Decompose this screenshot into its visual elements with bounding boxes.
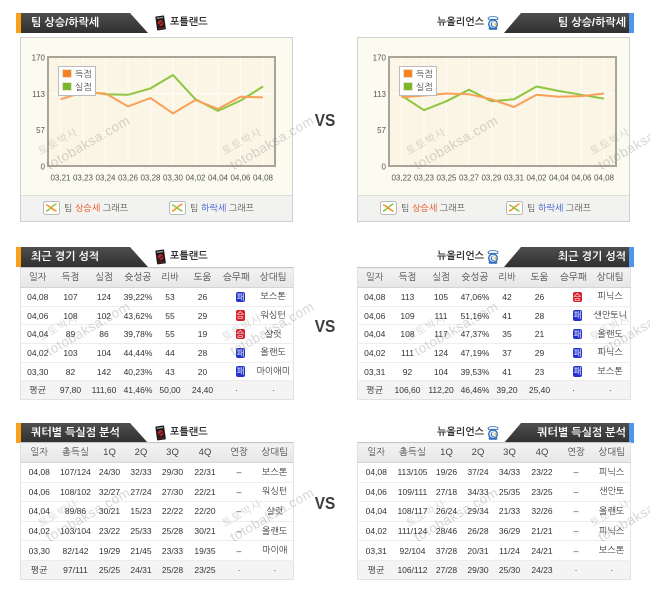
svg-text:03,31: 03,31 — [503, 174, 524, 183]
svg-text:득점: 득점 — [416, 69, 433, 79]
svg-text:04,08: 04,08 — [593, 174, 614, 183]
svg-text:03,25: 03,25 — [436, 174, 457, 183]
svg-text:03,24: 03,24 — [95, 174, 116, 183]
svg-text:0: 0 — [41, 163, 46, 172]
svg-text:03,21: 03,21 — [50, 174, 71, 183]
svg-text:170: 170 — [32, 54, 46, 63]
svg-text:04,02: 04,02 — [185, 174, 206, 183]
svg-text:03,29: 03,29 — [481, 174, 502, 183]
svg-text:113: 113 — [32, 90, 45, 99]
svg-text:03,22: 03,22 — [391, 174, 412, 183]
svg-text:04,06: 04,06 — [571, 174, 592, 183]
svg-text:득점: 득점 — [75, 69, 92, 79]
svg-text:170: 170 — [372, 54, 386, 63]
svg-text:04,02: 04,02 — [526, 174, 547, 183]
svg-text:04,06: 04,06 — [230, 174, 251, 183]
svg-text:03,23: 03,23 — [413, 174, 434, 183]
svg-text:03,30: 03,30 — [163, 174, 184, 183]
svg-text:04,08: 04,08 — [253, 174, 274, 183]
svg-text:0: 0 — [381, 163, 386, 172]
svg-text:실점: 실점 — [75, 82, 92, 92]
svg-text:04,04: 04,04 — [548, 174, 569, 183]
svg-text:03,27: 03,27 — [458, 174, 479, 183]
svg-text:실점: 실점 — [416, 82, 433, 92]
svg-text:04,04: 04,04 — [208, 174, 229, 183]
svg-text:03,26: 03,26 — [118, 174, 139, 183]
svg-text:03,23: 03,23 — [73, 174, 94, 183]
svg-text:57: 57 — [36, 126, 45, 135]
svg-text:03,28: 03,28 — [140, 174, 161, 183]
svg-text:57: 57 — [377, 126, 386, 135]
svg-text:113: 113 — [373, 90, 386, 99]
